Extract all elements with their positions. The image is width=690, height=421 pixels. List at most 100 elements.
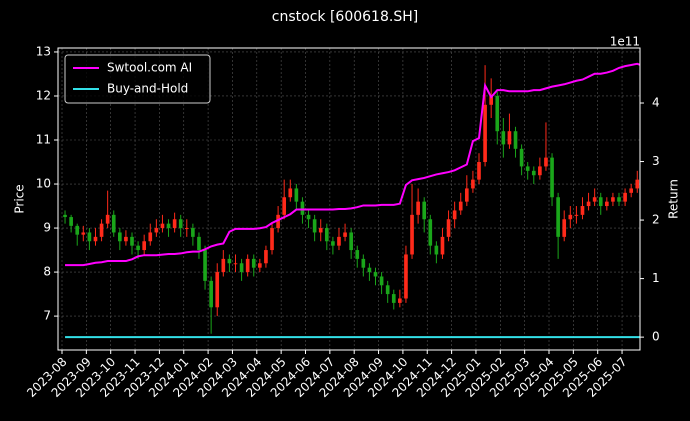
y-tick-label: 12 bbox=[36, 88, 51, 102]
candle-body bbox=[513, 131, 518, 149]
candle-body bbox=[270, 228, 274, 251]
candle-body bbox=[245, 258, 250, 273]
candle-body bbox=[623, 192, 627, 202]
y-axis-label: Price bbox=[13, 184, 27, 213]
candle-body bbox=[99, 223, 104, 237]
candle-body bbox=[556, 197, 560, 237]
candle-body bbox=[495, 95, 500, 132]
candle-body bbox=[422, 201, 427, 220]
candle-body bbox=[184, 228, 189, 230]
candle-body bbox=[568, 214, 573, 220]
candle-body bbox=[605, 201, 609, 207]
candle-body bbox=[124, 236, 128, 242]
candle-body bbox=[191, 228, 195, 237]
candle-body bbox=[306, 214, 311, 220]
candle-body bbox=[166, 223, 171, 229]
candle-body bbox=[282, 197, 287, 215]
candle-body bbox=[458, 201, 463, 211]
candle-body bbox=[586, 201, 591, 207]
candle-body bbox=[251, 258, 256, 268]
candle-body bbox=[355, 250, 360, 259]
candle-body bbox=[361, 258, 366, 268]
candle-body bbox=[635, 179, 640, 189]
candle-body bbox=[477, 162, 481, 180]
candle-body bbox=[118, 232, 122, 242]
chart-title: cnstock [600618.SH] bbox=[272, 9, 418, 25]
candle-body bbox=[428, 219, 433, 246]
y2-offset-label: 1e11 bbox=[610, 35, 640, 49]
candle-body bbox=[258, 263, 262, 268]
candle-body bbox=[63, 214, 67, 218]
candle-body bbox=[288, 188, 293, 198]
y2-tick-label: 1 bbox=[652, 271, 660, 285]
candle-body bbox=[337, 236, 341, 246]
candle-body bbox=[300, 201, 305, 215]
candle-body bbox=[464, 188, 469, 202]
candle-body bbox=[136, 245, 140, 251]
candle-body bbox=[81, 232, 86, 235]
candle-body bbox=[130, 236, 134, 246]
candle-body bbox=[178, 219, 183, 229]
candle-body bbox=[562, 219, 567, 237]
candle-body bbox=[483, 104, 487, 163]
candle-body bbox=[93, 236, 98, 242]
y2-tick-label: 4 bbox=[652, 96, 660, 110]
y2-tick-label: 0 bbox=[652, 330, 660, 344]
candle-body bbox=[87, 232, 92, 242]
plot-frame bbox=[57, 47, 641, 351]
candle-body bbox=[227, 258, 232, 264]
candle-body bbox=[215, 272, 220, 308]
candle-body bbox=[343, 232, 347, 237]
y-tick-label: 7 bbox=[43, 309, 51, 323]
candle-body bbox=[452, 210, 457, 220]
candle-body bbox=[148, 232, 153, 242]
candle-body bbox=[501, 131, 506, 145]
candle-body bbox=[629, 188, 634, 193]
candle-body bbox=[404, 254, 408, 299]
candle-body bbox=[410, 214, 414, 255]
y-tick-label: 10 bbox=[36, 177, 51, 191]
plot-area bbox=[63, 62, 640, 339]
candle-body bbox=[373, 272, 378, 277]
candle-body bbox=[324, 228, 329, 242]
candle-body bbox=[69, 217, 73, 226]
candle-body bbox=[105, 214, 110, 224]
candle-body bbox=[519, 148, 524, 167]
candle-body bbox=[349, 232, 353, 251]
candle-body bbox=[111, 214, 116, 233]
candle-body bbox=[398, 298, 402, 303]
candle-body bbox=[580, 206, 585, 215]
y-tick-label: 8 bbox=[43, 265, 51, 279]
candle-body bbox=[233, 263, 238, 265]
candle-body bbox=[544, 157, 548, 167]
candle-body bbox=[172, 219, 177, 229]
candle-body bbox=[525, 166, 530, 171]
candle-body bbox=[276, 214, 280, 229]
candle-body bbox=[440, 236, 445, 255]
candle-body bbox=[538, 166, 542, 176]
candle-body bbox=[367, 267, 372, 273]
candle-body bbox=[221, 258, 226, 273]
candle-body bbox=[598, 197, 603, 207]
candle-body bbox=[197, 236, 201, 251]
candle-body bbox=[239, 263, 244, 273]
y2-axis-label: Return bbox=[667, 179, 681, 219]
y2-tick-label: 2 bbox=[652, 213, 660, 227]
candle-body bbox=[507, 131, 512, 145]
candle-body bbox=[592, 197, 597, 202]
candle-body bbox=[75, 225, 80, 235]
candle-body bbox=[531, 170, 536, 176]
candle-body bbox=[434, 245, 439, 255]
y-tick-label: 9 bbox=[43, 221, 51, 235]
candle-body bbox=[160, 223, 165, 229]
candle-body bbox=[550, 157, 554, 198]
candle-body bbox=[391, 294, 396, 303]
candle-body bbox=[385, 285, 390, 295]
y-tick-label: 13 bbox=[36, 44, 51, 58]
return-line bbox=[65, 62, 640, 267]
candle-body bbox=[312, 219, 317, 233]
candle-body bbox=[617, 197, 621, 202]
y2-tick-label: 3 bbox=[652, 154, 660, 168]
legend-box bbox=[64, 54, 211, 104]
